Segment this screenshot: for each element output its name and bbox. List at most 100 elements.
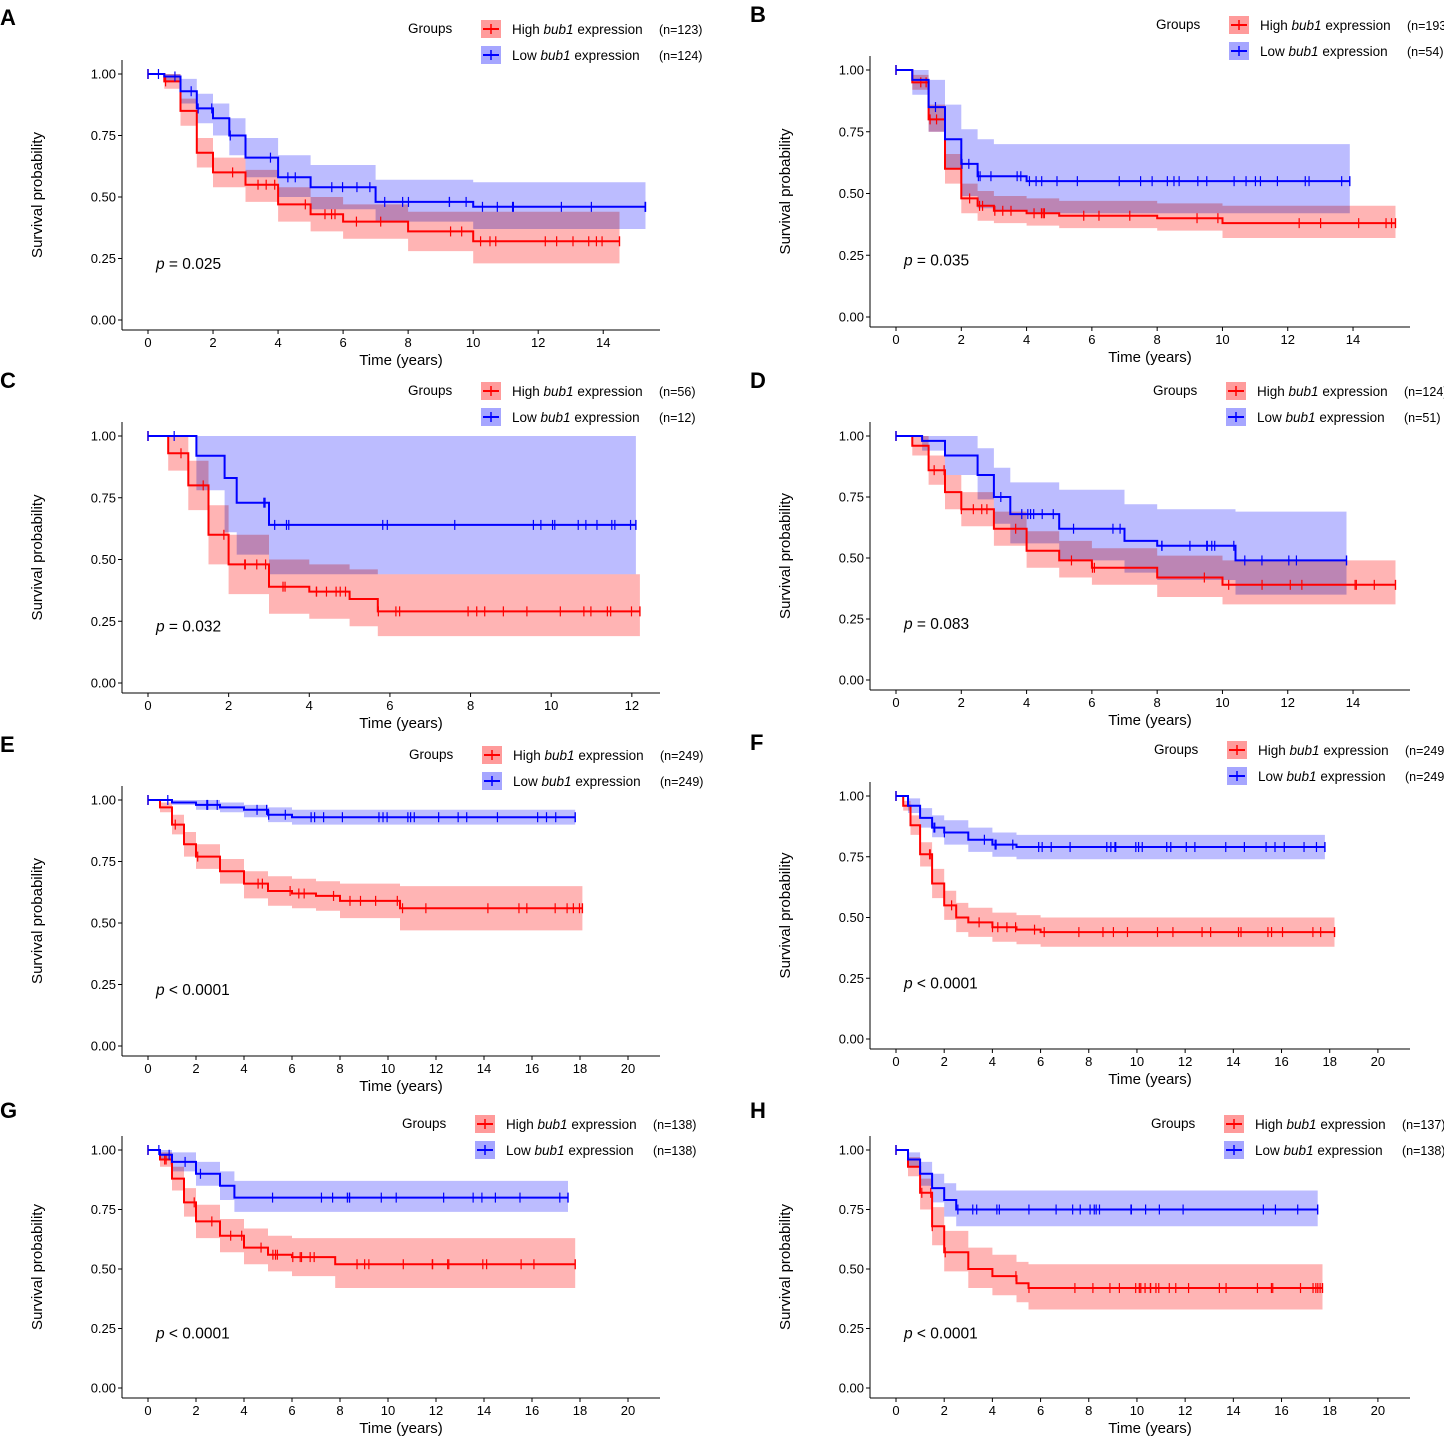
panel-label: B (750, 2, 766, 27)
high-legend-label: High bub1 expression (506, 1117, 637, 1132)
legend-suffix: expression (571, 48, 640, 63)
p-value-label: p < 0.0001 (155, 982, 230, 999)
x-tick-label: 6 (288, 1061, 295, 1076)
x-tick-label: 4 (989, 1054, 996, 1069)
x-tick-label: 4 (306, 698, 313, 713)
x-tick-label: 10 (466, 335, 480, 350)
legend-suffix: expression (1319, 384, 1388, 399)
x-tick-label: 8 (336, 1061, 343, 1076)
high-legend-n: (n=249) (1405, 744, 1444, 758)
x-tick-label: 12 (1281, 332, 1295, 347)
low-ci-band (148, 800, 576, 825)
y-axis-title: Survival probability (29, 132, 46, 258)
legend: Groups High bub1 expression (n=138) Low bub… (402, 1115, 696, 1159)
ci-bands (148, 800, 583, 931)
panel-label: A (0, 5, 16, 30)
legend: Groups High bub1 expression (n=249) Low bub… (409, 746, 703, 790)
x-tick-label: 14 (1346, 332, 1360, 347)
low-ci-band (148, 74, 646, 229)
y-tick-label: 0.25 (91, 614, 116, 629)
legend-suffix: expression (1317, 1117, 1386, 1132)
low-ci-band (896, 796, 1325, 860)
legend-suffix: expression (574, 22, 643, 37)
high-survival-line (896, 435, 1396, 586)
high-ci-band (896, 796, 1335, 947)
x-tick-label: 2 (225, 698, 232, 713)
legend-gene: bub1 (541, 48, 571, 63)
legend-title: Groups (408, 383, 453, 398)
x-tick-label: 8 (405, 335, 412, 350)
legend-gene: bub1 (544, 22, 574, 37)
high-survival-line (148, 435, 640, 613)
y-tick-label: 0.25 (91, 977, 116, 992)
legend: Groups High bub1 expression (n=124) Low bub… (1153, 382, 1444, 426)
x-tick-label: 0 (144, 1061, 151, 1076)
x-tick-label: 12 (429, 1403, 443, 1418)
p-value: = 0.032 (165, 619, 221, 636)
low-legend-label: Low bub1 expression (1258, 769, 1386, 784)
low-survival-line (148, 1149, 568, 1199)
low-ci-band (148, 1150, 568, 1212)
low-survival-line (148, 799, 576, 819)
panel-label: F (750, 730, 763, 755)
high-survival-line (896, 795, 1335, 934)
x-axis-title: Time (years) (359, 1078, 443, 1095)
y-tick-label: 1.00 (91, 1143, 116, 1158)
low-survival-line (148, 73, 646, 208)
x-tick-label: 10 (544, 698, 558, 713)
legend-gene: bub1 (1290, 743, 1320, 758)
p-symbol: p (903, 253, 913, 270)
x-tick-label: 2 (958, 332, 965, 347)
high-legend-label: High bub1 expression (1260, 18, 1391, 33)
x-axis-title: Time (years) (1108, 712, 1192, 729)
x-tick-label: 8 (1085, 1403, 1092, 1418)
low-legend-n: (n=138) (1402, 1144, 1444, 1158)
high-survival-line (896, 1149, 1323, 1289)
panel-label: D (750, 368, 766, 393)
ci-bands (148, 74, 646, 264)
x-axis-title: Time (years) (359, 352, 443, 369)
x-tick-label: 2 (192, 1403, 199, 1418)
legend-prefix: Low (506, 1143, 535, 1158)
x-tick-label: 12 (531, 335, 545, 350)
panel-c: C 0.00 0.25 0.50 0.75 1.00 0 2 4 6 8 10 12 Time (year… (0, 368, 695, 732)
panel-d: D 0.00 0.25 0.50 0.75 1.00 0 2 4 6 8 10 12 14 Time (ye… (750, 368, 1444, 729)
x-tick-label: 8 (336, 1403, 343, 1418)
low-censor-marks (147, 431, 637, 530)
panel-e: E 0.00 0.25 0.50 0.75 1.00 0 2 4 6 8 10 12 14 16 18 20 Ti… (0, 732, 703, 1095)
high-ci-band (148, 74, 620, 264)
x-tick-label: 14 (596, 335, 610, 350)
x-tick-label: 8 (1154, 695, 1161, 710)
legend-gene: bub1 (538, 1117, 568, 1132)
x-tick-label: 10 (1215, 695, 1229, 710)
legend-prefix: Low (1255, 1143, 1284, 1158)
y-tick-label: 0.00 (839, 673, 864, 688)
x-tick-label: 4 (1023, 695, 1030, 710)
y-tick-label: 0.75 (839, 1202, 864, 1217)
x-tick-label: 12 (1281, 695, 1295, 710)
low-survival-line (896, 1149, 1318, 1211)
p-symbol: p (903, 1325, 913, 1342)
x-tick-label: 14 (477, 1403, 491, 1418)
panel-f: F 0.00 0.25 0.50 0.75 1.00 0 2 4 6 8 10 12 14 16 18 20 Ti… (750, 730, 1444, 1088)
y-tick-label: 0.00 (839, 310, 864, 325)
high-ci-band (148, 1150, 576, 1288)
panel-label: C (0, 368, 16, 393)
high-ci-band (148, 800, 583, 931)
low-legend-label: Low bub1 expression (1257, 410, 1385, 425)
x-tick-label: 14 (1346, 695, 1360, 710)
y-tick-label: 0.75 (91, 128, 116, 143)
x-tick-label: 16 (1274, 1054, 1288, 1069)
p-symbol: p (155, 619, 165, 636)
panel-a: A 0.00 0.25 0.50 0.75 1.00 0 2 4 6 8 10 12 14 Time (ye… (0, 5, 702, 369)
y-tick-label: 0.75 (91, 490, 116, 505)
y-tick-label: 0.00 (839, 1032, 864, 1047)
x-tick-label: 2 (941, 1054, 948, 1069)
legend-gene: bub1 (542, 774, 572, 789)
high-legend-label: High bub1 expression (512, 384, 643, 399)
legend-title: Groups (409, 747, 454, 762)
high-legend-n: (n=56) (659, 385, 695, 399)
legend-prefix: High (506, 1117, 538, 1132)
x-tick-label: 0 (144, 698, 151, 713)
